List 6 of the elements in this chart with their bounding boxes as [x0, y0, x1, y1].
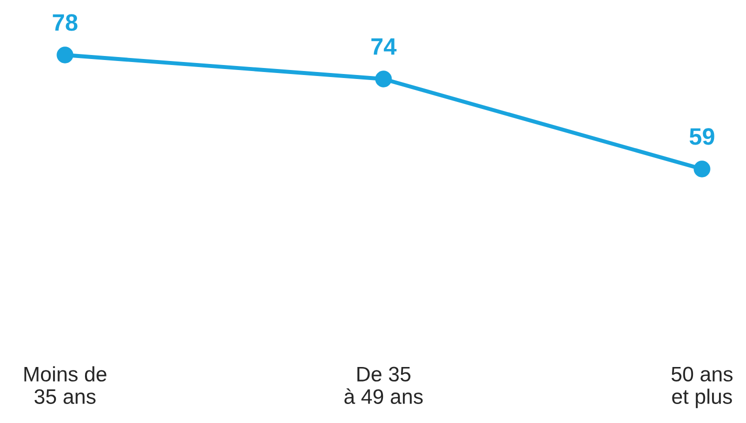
x-tick-label: 50 ans et plus: [672, 366, 733, 408]
data-label: 74: [371, 38, 397, 55]
data-label: 78: [52, 14, 78, 31]
x-tick-label: De 35 à 49 ans: [344, 366, 423, 404]
x-tick-label: Moins de 35 ans: [24, 366, 106, 404]
data-label: 59: [690, 128, 714, 145]
